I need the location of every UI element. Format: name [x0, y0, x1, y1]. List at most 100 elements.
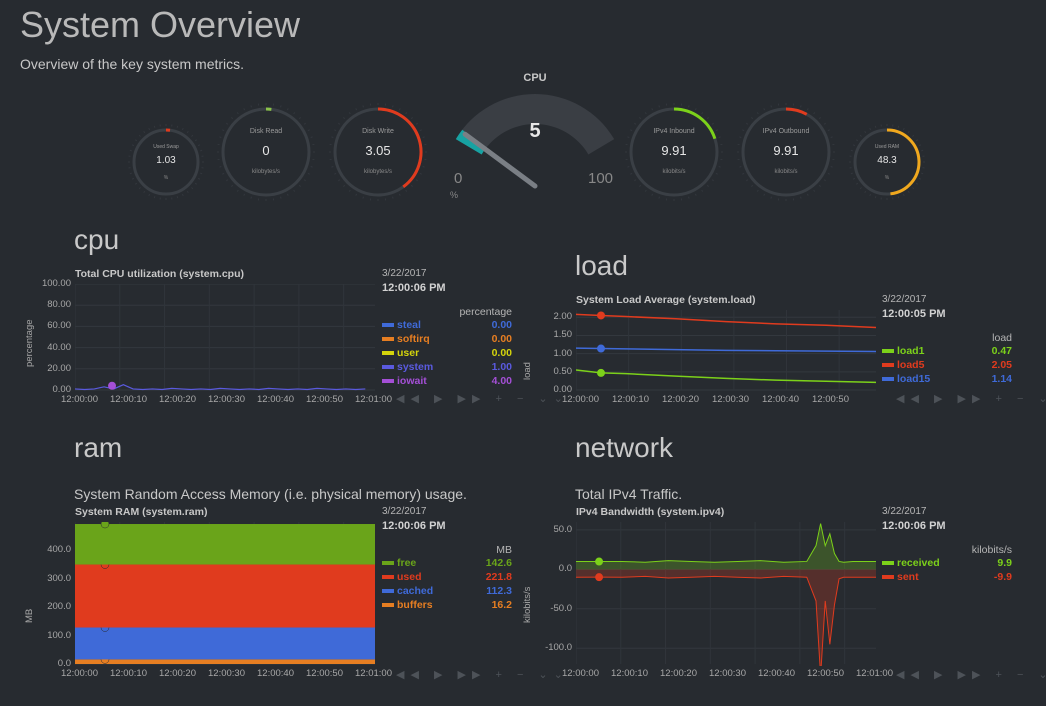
legend-item-load1[interactable]: load1 0.47	[882, 344, 1012, 358]
load-section-heading: load	[575, 250, 628, 281]
gauge-unit: %	[884, 174, 890, 181]
legend-item-iowait[interactable]: iowait 4.00	[382, 374, 512, 388]
x-tick-label: 12:01:00	[355, 668, 392, 679]
gauge-label: IPv4 Outbound	[762, 128, 810, 136]
legend-date: 3/22/2017	[882, 294, 927, 305]
x-tick-label: 12:00:40	[257, 668, 294, 679]
legend-swatch	[382, 575, 394, 579]
legend-item-received[interactable]: received 9.9	[882, 556, 1012, 570]
legend-series-value: 9.9	[997, 557, 1012, 569]
gauge-label: Disk Write	[362, 128, 394, 136]
chart-title: System Load Average (system.load)	[576, 294, 756, 306]
legend-item-sent[interactable]: sent -9.9	[882, 570, 1012, 584]
legend-time: 12:00:06 PM	[382, 520, 446, 532]
gauge-arc	[377, 107, 423, 189]
y-tick-label: 80.00	[47, 299, 71, 311]
cpu-plot	[74, 283, 375, 391]
y-tick-label: 50.0	[553, 523, 573, 535]
x-tick-label: 12:00:00	[562, 394, 599, 405]
legend-series-value: 142.6	[485, 557, 512, 569]
legend-item-cached[interactable]: cached 112.3	[382, 584, 512, 598]
chart-legend: 3/22/2017 12:00:06 PM kilobits/s receive…	[882, 506, 1012, 584]
cpu-gauge-label: CPU	[523, 72, 547, 84]
ram-area-used	[75, 564, 375, 628]
legend-series-name: used	[397, 571, 422, 583]
legend-series-value: 2.05	[991, 359, 1012, 371]
legend-item-system[interactable]: system 1.00	[382, 360, 512, 374]
y-tick-label: 1.00	[553, 347, 573, 359]
series-line-received	[575, 523, 876, 563]
gauge-value: 3.05	[365, 143, 391, 158]
legend-item-load5[interactable]: load5 2.05	[882, 358, 1012, 372]
chart-controls[interactable]: ◀◀ ▶ ▶▶ + − ⌄⌄	[896, 393, 1046, 405]
x-tick-label: 12:00:40	[762, 394, 799, 405]
gauge-value: 48.3	[877, 155, 897, 166]
gauge-unit: %	[163, 174, 169, 181]
ram-area-cached	[75, 627, 375, 660]
x-tick-label: 12:00:10	[611, 668, 648, 679]
legend-item-load15[interactable]: load15 1.14	[882, 372, 1012, 386]
legend-item-softirq[interactable]: softirq 0.00	[382, 332, 512, 346]
hover-point	[595, 557, 604, 566]
legend-series-value: 1.00	[491, 361, 512, 373]
x-tick-label: 12:00:00	[61, 668, 98, 679]
x-tick-label: 12:00:20	[662, 394, 699, 405]
gauge-value: 9.91	[773, 143, 799, 158]
legend-series-name: free	[397, 557, 417, 569]
gauge-label: Used Swap	[153, 144, 179, 151]
legend-series-name: sent	[897, 571, 919, 583]
x-tick-label: 12:01:00	[856, 668, 893, 679]
legend-units: percentage	[459, 306, 512, 318]
legend-swatch	[382, 337, 394, 341]
legend-series-name: iowait	[397, 375, 427, 387]
x-tick-label: 12:00:00	[61, 394, 98, 405]
legend-swatch	[382, 365, 394, 369]
x-tick-label: 12:00:50	[807, 668, 844, 679]
x-tick-label: 12:00:50	[306, 394, 343, 405]
legend-swatch	[882, 575, 894, 579]
y-tick-label: 0.00	[52, 384, 72, 395]
y-tick-label: 200.0	[47, 601, 71, 613]
legend-units: MB	[496, 544, 512, 556]
load-plot	[575, 310, 877, 391]
legend-item-steal[interactable]: steal 0.00	[382, 318, 512, 332]
cpu-gauge-track	[455, 94, 615, 155]
chart-controls[interactable]: ◀◀ ▶ ▶▶ + − ⌄⌄	[396, 393, 569, 405]
legend-swatch	[382, 323, 394, 327]
series-line-load5	[575, 313, 877, 329]
legend-series-value: 16.2	[491, 599, 512, 611]
chart-legend: 3/22/2017 12:00:06 PM MB free 142.6 used…	[382, 506, 512, 612]
ram-area-free	[75, 524, 375, 565]
gauge-value: 0	[262, 143, 270, 158]
chart-controls[interactable]: ◀◀ ▶ ▶▶ + − ⌄⌄	[396, 669, 569, 681]
y-tick-label: 400.0	[47, 544, 71, 556]
chart-controls[interactable]: ◀◀ ▶ ▶▶ + − ⌄⌄	[896, 669, 1046, 681]
x-tick-label: 12:00:30	[208, 394, 245, 405]
hover-point	[108, 381, 117, 390]
legend-time: 12:00:06 PM	[382, 282, 446, 294]
x-tick-label: 12:00:10	[612, 394, 649, 405]
cpu-series-line	[74, 384, 366, 391]
legend-swatch	[382, 561, 394, 565]
network-section-heading: network	[575, 432, 674, 463]
cpu-gauge: CPU 5 0 100 %	[440, 68, 630, 200]
legend-item-buffers[interactable]: buffers 16.2	[382, 598, 512, 612]
x-tick-label: 12:00:30	[709, 668, 746, 679]
x-tick-label: 12:00:00	[562, 668, 599, 679]
hover-point	[597, 344, 605, 353]
legend-swatch	[382, 379, 394, 383]
legend-swatch	[882, 377, 894, 381]
legend-time: 12:00:06 PM	[882, 520, 946, 532]
series-line-load1	[575, 369, 877, 384]
legend-item-user[interactable]: user 0.00	[382, 346, 512, 360]
legend-item-free[interactable]: free 142.6	[382, 556, 512, 570]
chart-title: IPv4 Bandwidth (system.ipv4)	[576, 506, 725, 518]
legend-item-used[interactable]: used 221.8	[382, 570, 512, 584]
x-tick-label: 12:00:20	[159, 668, 196, 679]
ram-area-buffers	[75, 659, 375, 664]
y-tick-label: 0.0	[57, 658, 71, 669]
network-plot	[575, 522, 876, 676]
x-tick-label: 12:00:20	[159, 394, 196, 405]
gauge-unit: kilobytes/s	[251, 169, 280, 176]
legend-series-value: 1.14	[991, 373, 1012, 385]
